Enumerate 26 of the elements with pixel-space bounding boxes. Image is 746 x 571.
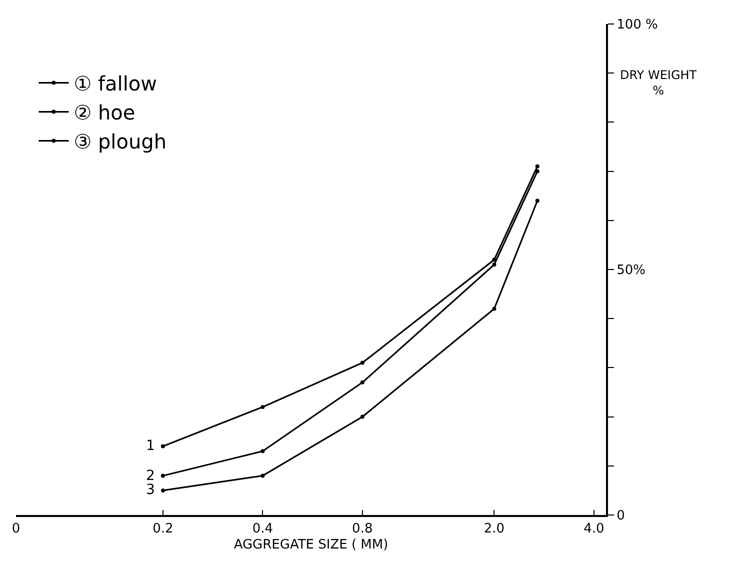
- x-tick-label: 0: [12, 522, 20, 537]
- point: [360, 380, 364, 384]
- point: [160, 488, 165, 492]
- point: [260, 474, 265, 478]
- annotation: 3: [146, 482, 155, 498]
- point: [360, 414, 364, 419]
- legend-label: ③ plough: [74, 130, 167, 154]
- x-tick-label: 0.8: [352, 522, 373, 537]
- legend-label: ① fallow: [74, 72, 157, 96]
- y-tick-label: 50%: [616, 263, 646, 278]
- y-tick-label: 100 %: [616, 18, 658, 33]
- annotation: 2: [146, 468, 155, 484]
- x-tick-label: 0.4: [252, 522, 274, 537]
- x-tick-label: 0.2: [152, 522, 174, 537]
- point: [160, 474, 165, 478]
- point: [260, 404, 265, 409]
- point: [360, 360, 364, 365]
- x-tick-label: 4.0: [584, 522, 604, 537]
- point: [160, 444, 165, 448]
- y-axis-title: DRY WEIGHT %: [620, 68, 698, 98]
- y-tick-label: 0: [616, 508, 625, 524]
- x-tick-label: 2.0: [484, 522, 505, 537]
- annotation: 1: [146, 438, 155, 454]
- point: [260, 449, 265, 454]
- legend-label: ② hoe: [74, 100, 136, 125]
- x-axis-title: AGGREGATE SIZE ( MM): [234, 538, 388, 553]
